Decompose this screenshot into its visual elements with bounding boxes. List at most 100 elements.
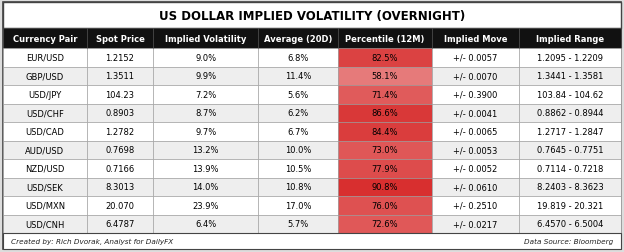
Bar bbox=[519, 86, 621, 104]
Bar bbox=[519, 196, 621, 215]
Text: 10.8%: 10.8% bbox=[285, 182, 311, 192]
Bar bbox=[3, 215, 87, 233]
Text: +/- 0.0057: +/- 0.0057 bbox=[454, 53, 498, 62]
Bar bbox=[3, 104, 87, 122]
Bar bbox=[3, 122, 87, 141]
Bar bbox=[432, 122, 519, 141]
Text: +/- 0.0070: +/- 0.0070 bbox=[454, 72, 498, 81]
Bar bbox=[338, 86, 432, 104]
Bar bbox=[338, 67, 432, 86]
Text: 76.0%: 76.0% bbox=[371, 201, 398, 210]
Bar bbox=[258, 67, 338, 86]
Text: Currency Pair: Currency Pair bbox=[12, 34, 77, 43]
Bar bbox=[3, 67, 87, 86]
Text: 0.7114 - 0.7218: 0.7114 - 0.7218 bbox=[537, 164, 603, 173]
Text: 0.7698: 0.7698 bbox=[105, 146, 135, 155]
Text: 103.84 - 104.62: 103.84 - 104.62 bbox=[537, 90, 603, 99]
Text: EUR/USD: EUR/USD bbox=[26, 53, 64, 62]
Text: 20.070: 20.070 bbox=[105, 201, 135, 210]
Text: USD/SEK: USD/SEK bbox=[27, 182, 63, 192]
Bar bbox=[87, 141, 153, 159]
Text: 1.3441 - 1.3581: 1.3441 - 1.3581 bbox=[537, 72, 603, 81]
Bar bbox=[87, 49, 153, 67]
Text: 23.9%: 23.9% bbox=[192, 201, 219, 210]
Text: 0.7645 - 0.7751: 0.7645 - 0.7751 bbox=[537, 146, 603, 155]
Text: 72.6%: 72.6% bbox=[371, 219, 398, 228]
Bar bbox=[258, 215, 338, 233]
Bar bbox=[338, 104, 432, 122]
Bar bbox=[153, 141, 258, 159]
Bar bbox=[258, 122, 338, 141]
Text: USD/JPY: USD/JPY bbox=[28, 90, 62, 99]
Bar bbox=[87, 196, 153, 215]
Bar bbox=[3, 49, 87, 67]
Bar bbox=[519, 215, 621, 233]
Bar bbox=[258, 104, 338, 122]
Text: 8.2403 - 8.3623: 8.2403 - 8.3623 bbox=[537, 182, 603, 192]
Bar bbox=[153, 49, 258, 67]
Text: 58.1%: 58.1% bbox=[372, 72, 398, 81]
Bar bbox=[519, 49, 621, 67]
Text: Spot Price: Spot Price bbox=[95, 34, 144, 43]
Text: 6.4787: 6.4787 bbox=[105, 219, 135, 228]
Text: 0.8903: 0.8903 bbox=[105, 109, 135, 118]
Bar bbox=[258, 49, 338, 67]
Bar bbox=[432, 215, 519, 233]
Text: 5.7%: 5.7% bbox=[288, 219, 309, 228]
Bar bbox=[432, 86, 519, 104]
Text: Data Source: Bloomberg: Data Source: Bloomberg bbox=[524, 238, 613, 244]
Bar bbox=[519, 141, 621, 159]
Bar bbox=[153, 86, 258, 104]
Text: 9.0%: 9.0% bbox=[195, 53, 217, 62]
Bar bbox=[432, 141, 519, 159]
Text: Percentile (12M): Percentile (12M) bbox=[345, 34, 424, 43]
Text: +/- 0.0053: +/- 0.0053 bbox=[454, 146, 498, 155]
Text: 11.4%: 11.4% bbox=[285, 72, 311, 81]
Text: 8.7%: 8.7% bbox=[195, 109, 217, 118]
Text: 14.0%: 14.0% bbox=[192, 182, 219, 192]
Text: USD/MXN: USD/MXN bbox=[25, 201, 65, 210]
Bar bbox=[432, 49, 519, 67]
Text: 0.7166: 0.7166 bbox=[105, 164, 135, 173]
Text: 6.2%: 6.2% bbox=[288, 109, 309, 118]
Text: 0.8862 - 0.8944: 0.8862 - 0.8944 bbox=[537, 109, 603, 118]
Text: USD/CHF: USD/CHF bbox=[26, 109, 64, 118]
Text: 1.3511: 1.3511 bbox=[105, 72, 135, 81]
Text: 71.4%: 71.4% bbox=[372, 90, 398, 99]
Bar bbox=[432, 159, 519, 178]
Text: 7.2%: 7.2% bbox=[195, 90, 217, 99]
Text: Implied Volatility: Implied Volatility bbox=[165, 34, 246, 43]
Text: +/- 0.0052: +/- 0.0052 bbox=[454, 164, 498, 173]
Bar bbox=[3, 159, 87, 178]
Bar bbox=[3, 178, 87, 196]
Text: 13.2%: 13.2% bbox=[192, 146, 219, 155]
Text: 6.8%: 6.8% bbox=[288, 53, 309, 62]
Text: 1.2095 - 1.2209: 1.2095 - 1.2209 bbox=[537, 53, 603, 62]
Bar bbox=[432, 67, 519, 86]
Text: 8.3013: 8.3013 bbox=[105, 182, 135, 192]
Text: +/- 0.0065: +/- 0.0065 bbox=[454, 127, 498, 136]
Text: 90.8%: 90.8% bbox=[372, 182, 398, 192]
Text: 1.2152: 1.2152 bbox=[105, 53, 134, 62]
Text: 77.9%: 77.9% bbox=[371, 164, 398, 173]
Text: US DOLLAR IMPLIED VOLATILITY (OVERNIGHT): US DOLLAR IMPLIED VOLATILITY (OVERNIGHT) bbox=[159, 10, 465, 22]
Text: 19.819 - 20.321: 19.819 - 20.321 bbox=[537, 201, 603, 210]
Text: 10.0%: 10.0% bbox=[285, 146, 311, 155]
Bar bbox=[3, 141, 87, 159]
Bar bbox=[153, 215, 258, 233]
Bar bbox=[258, 159, 338, 178]
Bar bbox=[87, 67, 153, 86]
Text: GBP/USD: GBP/USD bbox=[26, 72, 64, 81]
Bar bbox=[519, 178, 621, 196]
Bar bbox=[338, 159, 432, 178]
Bar bbox=[258, 141, 338, 159]
Bar bbox=[87, 122, 153, 141]
Bar bbox=[87, 104, 153, 122]
Bar bbox=[432, 104, 519, 122]
Bar bbox=[519, 104, 621, 122]
Bar bbox=[153, 178, 258, 196]
Bar bbox=[519, 159, 621, 178]
Text: +/- 0.0041: +/- 0.0041 bbox=[454, 109, 498, 118]
Text: 9.9%: 9.9% bbox=[195, 72, 217, 81]
Bar bbox=[519, 67, 621, 86]
